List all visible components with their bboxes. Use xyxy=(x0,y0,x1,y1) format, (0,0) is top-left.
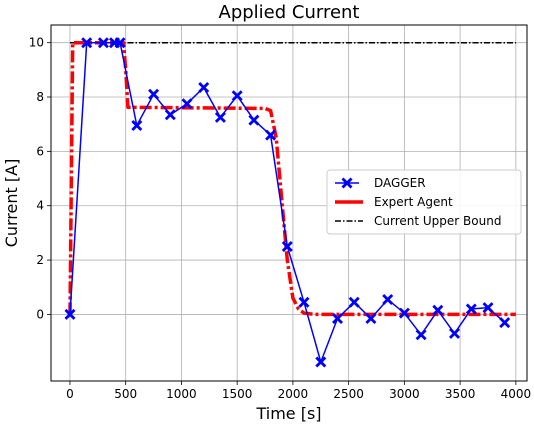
dagger-point xyxy=(131,120,143,131)
dagger-point xyxy=(281,241,293,252)
y-tick-label: 6 xyxy=(36,144,44,158)
dagger-point xyxy=(315,356,327,368)
x-tick-label: 3500 xyxy=(445,387,476,401)
dagger-point xyxy=(214,111,226,123)
x-tick-label: 1500 xyxy=(222,387,253,401)
dagger-point xyxy=(298,296,310,308)
dagger-point xyxy=(181,98,193,110)
ticks: 0 500 1000 1500 2000 2500 3000 3500 4000 0 2 4 6 8 10 xyxy=(29,36,531,401)
dagger-point xyxy=(449,327,460,339)
y-tick-label: 0 xyxy=(36,307,44,321)
dagger-point xyxy=(465,303,477,315)
legend-label-expert-agent: Expert Agent xyxy=(374,195,453,209)
x-tick-label: 2500 xyxy=(333,387,364,401)
dagger-point xyxy=(148,88,160,100)
dagger-point xyxy=(499,317,511,329)
dagger-point xyxy=(432,304,444,316)
y-tick-label: 2 xyxy=(36,253,44,267)
dagger-point xyxy=(365,313,377,324)
y-tick-label: 8 xyxy=(36,90,44,104)
dagger-point xyxy=(248,114,260,126)
legend-item-upper-bound: Current Upper Bound xyxy=(335,214,501,228)
plot-frame xyxy=(50,24,528,382)
dagger-point xyxy=(231,90,243,102)
dagger-point xyxy=(81,37,93,49)
dagger-point xyxy=(382,294,394,305)
y-tick-label: 4 xyxy=(36,199,44,213)
dagger-point xyxy=(332,313,343,324)
dagger-point xyxy=(398,307,410,319)
legend-box xyxy=(326,169,522,235)
legend-marker-dagger xyxy=(341,177,353,189)
x-tick-label: 500 xyxy=(114,387,137,401)
x-tick-label: 3000 xyxy=(389,387,420,401)
y-tick-label: 10 xyxy=(29,36,44,50)
dagger-line xyxy=(69,41,506,365)
dagger-point xyxy=(97,37,109,49)
dagger-point xyxy=(482,302,494,314)
dagger-point xyxy=(64,308,76,320)
series-layer xyxy=(64,37,516,368)
legend: DAGGER Expert Agent Current Upper Bound xyxy=(326,169,522,235)
legend-label-upper-bound: Current Upper Bound xyxy=(374,214,501,228)
dagger-point xyxy=(348,296,360,308)
chart-title: Applied Current xyxy=(219,2,360,23)
dagger-point xyxy=(198,82,210,93)
y-axis-label: Current [A] xyxy=(2,159,21,248)
dagger-point xyxy=(114,37,126,49)
x-tick-label: 2000 xyxy=(278,387,309,401)
x-axis-label: Time [s] xyxy=(255,404,321,423)
legend-label-dagger: DAGGER xyxy=(374,176,426,190)
x-tick-label: 4000 xyxy=(501,387,532,401)
dagger-point xyxy=(415,329,427,341)
legend-item-expert-agent: Expert Agent xyxy=(335,195,453,209)
legend-item-dagger: DAGGER xyxy=(335,176,426,190)
x-tick-label: 0 xyxy=(66,387,74,401)
dagger-point xyxy=(265,129,277,141)
x-tick-label: 1000 xyxy=(166,387,197,401)
dagger-point xyxy=(164,109,176,121)
